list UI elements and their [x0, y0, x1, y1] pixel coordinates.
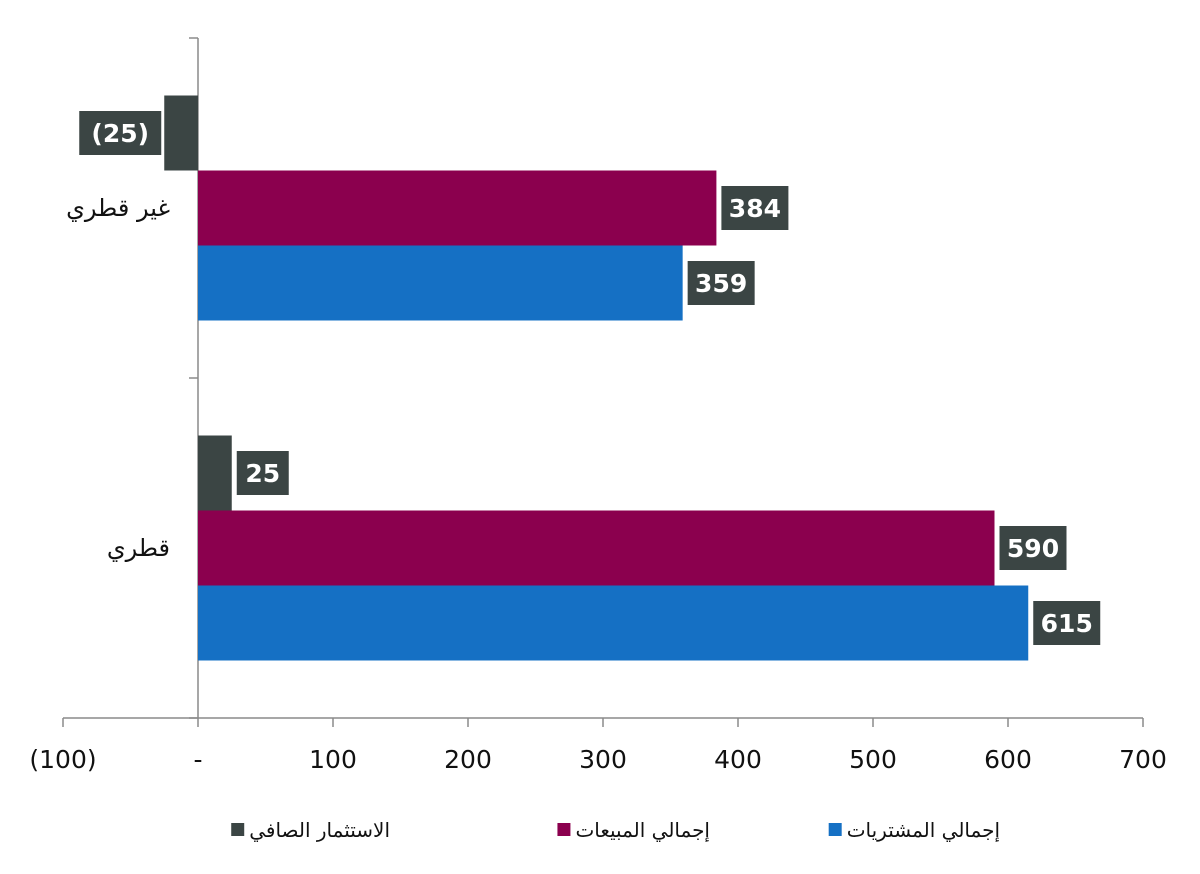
data-label-box	[79, 111, 162, 155]
data-label: 359	[687, 261, 755, 305]
data-label-layer: (25) 384 359 25 590 615	[79, 111, 1101, 645]
data-label-box	[687, 261, 755, 305]
x-tick-label: 700	[1119, 745, 1167, 774]
x-tick-label: -	[193, 745, 202, 774]
data-label: 384	[721, 186, 789, 230]
x-tick-label: 200	[444, 745, 492, 774]
x-tick-label: 300	[579, 745, 627, 774]
data-label-box	[721, 186, 789, 230]
data-label: (25)	[79, 111, 162, 155]
data-label-box	[1033, 601, 1101, 645]
legend-swatch	[828, 823, 842, 836]
legend-item: إجمالي المشتريات	[828, 818, 1000, 843]
legend-swatch	[231, 823, 245, 836]
legend-item: إجمالي المبيعات	[557, 818, 710, 843]
bar	[198, 510, 995, 586]
data-label-text: (25)	[91, 119, 149, 148]
legend-label: إجمالي المبيعات	[575, 818, 710, 843]
legend-swatch	[557, 823, 571, 836]
data-label-text: 590	[1007, 534, 1059, 563]
bar	[198, 245, 683, 321]
data-label-box	[999, 526, 1067, 570]
x-tick-label: 500	[849, 745, 897, 774]
legend: الاستثمار الصافي إجمالي المبيعات إجمالي ال…	[231, 818, 1000, 843]
legend-label: إجمالي المشتريات	[847, 818, 1000, 843]
data-label-text: 359	[695, 269, 747, 298]
x-tick-label: 400	[714, 745, 762, 774]
legend-label: الاستثمار الصافي	[249, 818, 390, 843]
data-label-box	[236, 451, 289, 495]
data-label: 590	[999, 526, 1067, 570]
data-label-text: 384	[729, 194, 781, 223]
x-tick-label: 100	[309, 745, 357, 774]
x-tick-label: (100)	[29, 745, 96, 774]
bar	[198, 170, 717, 246]
data-label-text: 615	[1041, 609, 1093, 638]
data-label-text: 25	[245, 459, 280, 488]
bar	[164, 95, 198, 171]
axis-layer: (100) - 100 200 300 400 500 600 700 غير قطري قطري	[29, 37, 1167, 774]
data-label: 25	[236, 451, 289, 495]
x-tick-label: 600	[984, 745, 1032, 774]
bar	[198, 435, 232, 511]
bar	[198, 585, 1029, 661]
category-label: قطري	[107, 534, 170, 562]
legend-item: الاستثمار الصافي	[231, 818, 390, 843]
category-label: غير قطري	[66, 194, 170, 222]
bar-layer	[164, 95, 1029, 661]
data-label: 615	[1033, 601, 1101, 645]
